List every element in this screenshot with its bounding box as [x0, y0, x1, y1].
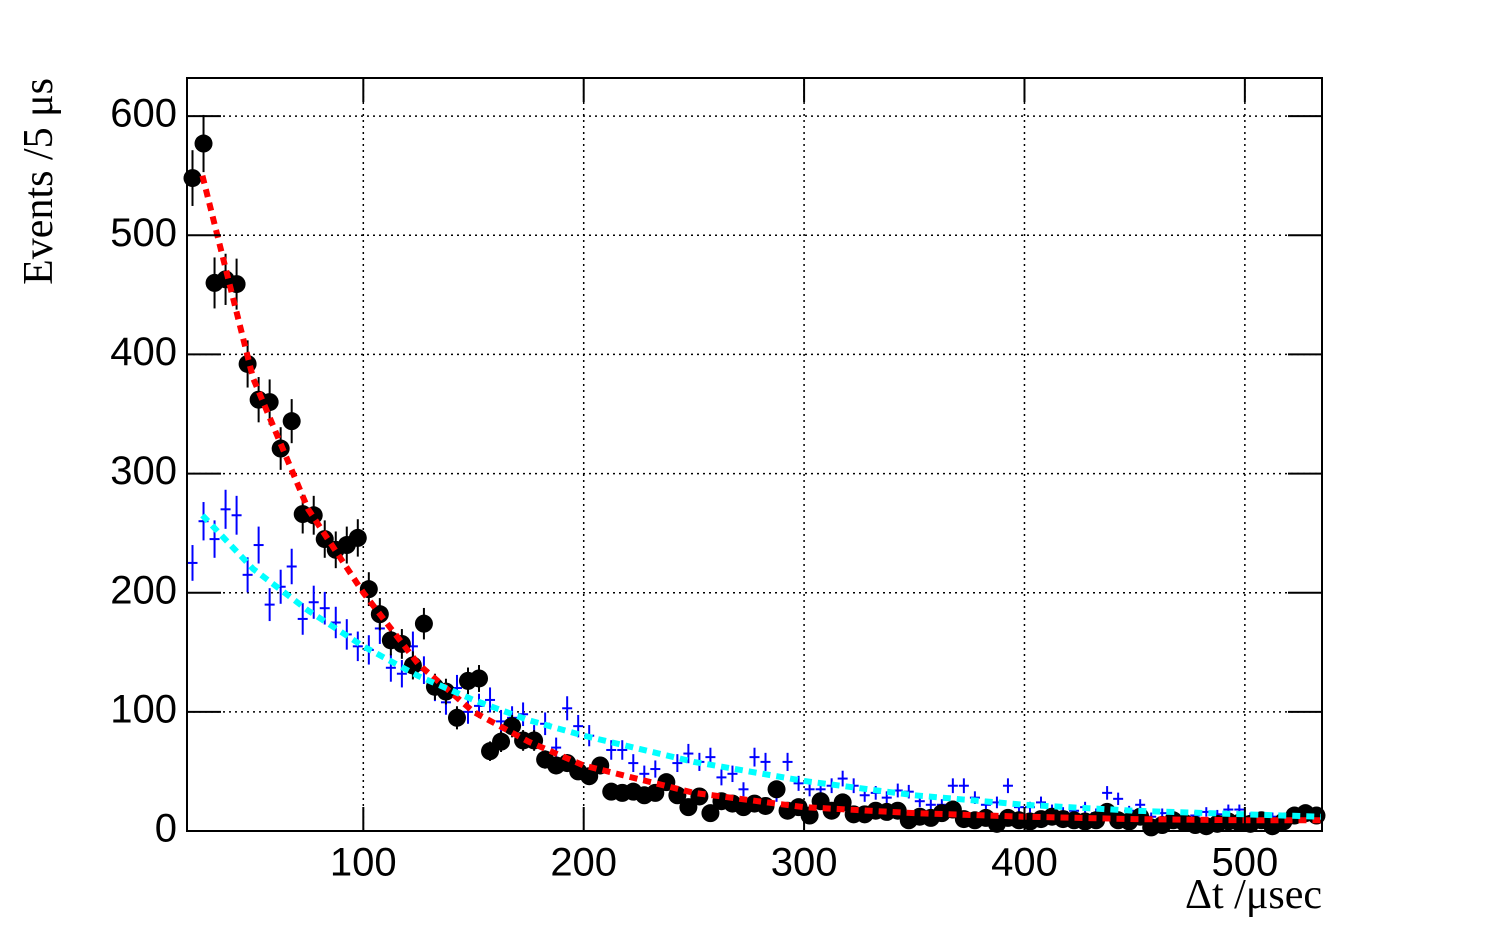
data-point — [668, 786, 687, 805]
x-tick-label: 200 — [550, 841, 617, 885]
data-point — [503, 717, 522, 736]
data-point — [767, 780, 786, 799]
y-tick-label: 500 — [110, 211, 177, 255]
y-axis-title: Events /5 μs — [16, 78, 62, 285]
data-point — [447, 708, 466, 727]
data-point — [1307, 806, 1326, 825]
data-point — [282, 412, 301, 431]
x-tick-label: 500 — [1211, 841, 1278, 885]
fit-curve — [200, 513, 1323, 820]
y-tick-label: 600 — [110, 92, 177, 136]
x-tick-label: 100 — [330, 841, 397, 885]
data-point — [679, 798, 698, 817]
y-tick-label: 300 — [110, 449, 177, 493]
data-point — [646, 783, 665, 802]
plot-area — [183, 114, 1326, 837]
data-point — [348, 528, 367, 547]
y-tick-label: 400 — [110, 330, 177, 374]
x-tick-label: 300 — [771, 841, 838, 885]
data-point — [580, 767, 599, 786]
data-point — [492, 732, 511, 751]
data-point — [414, 614, 433, 633]
data-point — [183, 169, 202, 188]
data-point — [800, 806, 819, 825]
axes: 100 200 300 400 500 0 100 200 300 400 500 600 — [110, 78, 1322, 885]
x-axis-title: Δt /μsec — [1185, 872, 1322, 918]
y-tick-label: 0 — [155, 807, 177, 851]
frame — [186, 77, 1323, 832]
data-point — [470, 669, 489, 688]
y-tick-label: 100 — [110, 687, 177, 731]
data-point — [194, 134, 213, 153]
x-tick-label: 400 — [991, 841, 1058, 885]
fit-curve — [199, 174, 1322, 824]
data-point — [701, 804, 720, 823]
y-tick-label: 200 — [110, 568, 177, 612]
